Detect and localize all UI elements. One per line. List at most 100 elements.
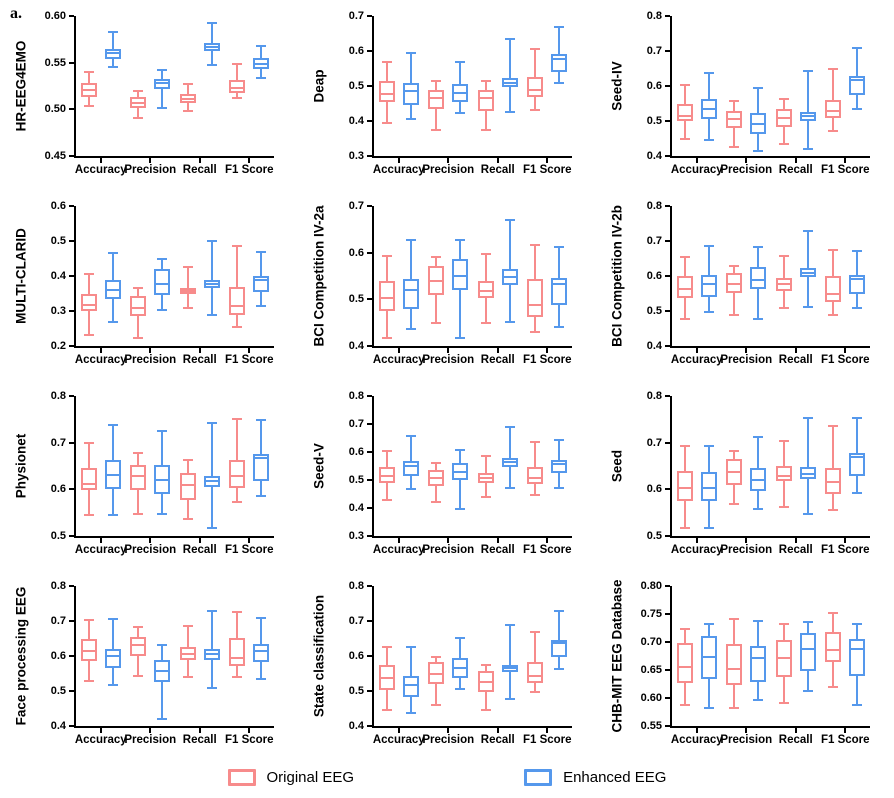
y-tick-label: 0.8 <box>348 390 364 402</box>
box-original-eeg-precision <box>728 667 741 670</box>
box-enhanced-eeg-recall <box>503 276 516 279</box>
y-tick-mark <box>665 535 670 537</box>
box-enhanced-eeg-recall <box>210 422 213 528</box>
y-tick-label: 0.4 <box>348 340 364 352</box>
y-tick-mark <box>665 275 670 277</box>
x-tick-mark <box>844 728 847 733</box>
y-tick-label: 0.4 <box>348 115 364 127</box>
box-enhanced-eeg-recall <box>802 229 813 232</box>
x-tick-mark <box>496 728 499 733</box>
box-original-eeg-f1-score <box>527 77 544 98</box>
box-original-eeg-precision <box>132 643 145 646</box>
x-category-label: Precision <box>124 164 177 176</box>
box-enhanced-eeg-accuracy <box>104 649 121 669</box>
box-enhanced-eeg-precision <box>753 245 764 248</box>
box-enhanced-eeg-precision <box>455 449 466 452</box>
original-eeg-swatch <box>227 768 256 786</box>
y-tick-label: 0.7 <box>348 615 364 627</box>
box-enhanced-eeg-precision <box>455 337 466 340</box>
y-tick-mark <box>665 15 670 17</box>
box-original-eeg-f1-score <box>530 48 541 51</box>
box-enhanced-eeg-f1-score <box>256 677 267 680</box>
box-original-eeg-precision <box>729 264 740 267</box>
box-enhanced-eeg-recall <box>504 624 515 627</box>
y-tick-label: 0.7 <box>646 436 662 449</box>
box-original-eeg-f1-score <box>236 245 239 327</box>
y-tick-mark <box>69 395 74 397</box>
x-category-label: Accuracy <box>372 354 425 366</box>
box-enhanced-eeg-f1-score <box>256 616 267 619</box>
box-original-eeg-precision <box>132 306 145 309</box>
box-enhanced-eeg-recall <box>206 22 217 25</box>
y-tick-label: 0.4 <box>646 150 662 162</box>
y-tick-label: 0.4 <box>348 720 364 732</box>
box-enhanced-eeg-recall <box>504 219 515 221</box>
box-original-eeg-recall <box>480 495 491 498</box>
y-axis-title: Deap <box>311 69 327 103</box>
box-enhanced-eeg-f1-score <box>851 277 864 280</box>
y-tick-mark <box>665 205 670 207</box>
box-original-eeg-accuracy <box>82 303 95 306</box>
box-original-eeg-precision <box>133 287 144 290</box>
box-original-eeg-f1-score <box>232 244 243 247</box>
box-original-eeg-accuracy <box>83 514 94 516</box>
x-category-label: Recall <box>182 164 217 176</box>
x-category-label: Precision <box>422 354 475 366</box>
box-enhanced-eeg-precision <box>752 278 765 281</box>
y-tick-label: 0.80 <box>640 580 662 592</box>
box-enhanced-eeg-precision <box>753 436 764 439</box>
box-enhanced-eeg-accuracy <box>402 676 419 697</box>
y-tick-label: 0.5 <box>348 293 364 306</box>
box-original-eeg-precision <box>728 282 741 285</box>
y-tick-label: 0.8 <box>646 200 662 212</box>
y-tick-mark <box>665 725 670 727</box>
box-original-eeg-f1-score <box>232 62 243 65</box>
x-tick-mark <box>198 158 201 163</box>
box-enhanced-eeg-f1-score <box>849 638 866 676</box>
box-enhanced-eeg-precision <box>161 70 164 109</box>
x-tick-mark <box>149 158 152 163</box>
box-original-eeg-accuracy <box>83 333 94 336</box>
x-tick-mark <box>149 538 152 543</box>
box-enhanced-eeg-precision <box>455 687 466 690</box>
box-original-eeg-accuracy <box>679 703 690 706</box>
y-axis-title: Seed-IV <box>609 61 625 111</box>
y-tick-label: 0.8 <box>50 390 66 402</box>
box-original-eeg-precision <box>431 704 442 706</box>
box-original-eeg-recall <box>778 623 789 626</box>
y-tick-mark <box>69 275 74 277</box>
y-tick-mark <box>69 441 74 444</box>
y-tick-label: 0.60 <box>44 10 66 22</box>
x-category-label: Accuracy <box>74 354 127 366</box>
box-original-eeg-f1-score <box>530 631 541 634</box>
subplot-multi-clarid: MULTI-CLARID 0.2 0.3 0.4 0.5 0.6 Accuracy Preci… <box>0 190 298 380</box>
box-original-eeg-f1-score <box>232 610 243 613</box>
box-original-eeg-f1-score <box>231 86 244 89</box>
x-tick-mark <box>496 538 499 543</box>
box-enhanced-eeg-precision <box>156 670 169 673</box>
x-category-label: Accuracy <box>74 544 127 556</box>
box-enhanced-eeg-accuracy <box>107 684 118 687</box>
y-tick-label: 0.3 <box>348 530 364 542</box>
y-tick-mark <box>69 585 74 587</box>
box-original-eeg-recall <box>778 255 789 258</box>
box-original-eeg-precision <box>133 674 144 677</box>
box-original-eeg-f1-score <box>529 304 542 307</box>
box-enhanced-eeg-f1-score <box>852 416 863 419</box>
box-original-eeg-f1-score <box>827 648 840 651</box>
box-original-eeg-f1-score <box>825 631 842 663</box>
box-enhanced-eeg-accuracy <box>107 251 118 254</box>
box-enhanced-eeg-accuracy <box>405 118 416 121</box>
box-enhanced-eeg-accuracy <box>703 526 714 529</box>
box-enhanced-eeg-accuracy <box>402 460 419 476</box>
y-tick-mark <box>367 479 372 481</box>
box-original-eeg-recall <box>182 307 193 310</box>
box-enhanced-eeg-recall <box>508 625 511 699</box>
box-original-eeg-accuracy <box>378 280 395 311</box>
box-enhanced-eeg-f1-score <box>256 44 267 47</box>
box-enhanced-eeg-f1-score <box>852 703 863 706</box>
box-enhanced-eeg-recall <box>504 697 515 700</box>
box-original-eeg-recall <box>480 709 491 712</box>
y-tick-label: 0.65 <box>640 664 662 676</box>
